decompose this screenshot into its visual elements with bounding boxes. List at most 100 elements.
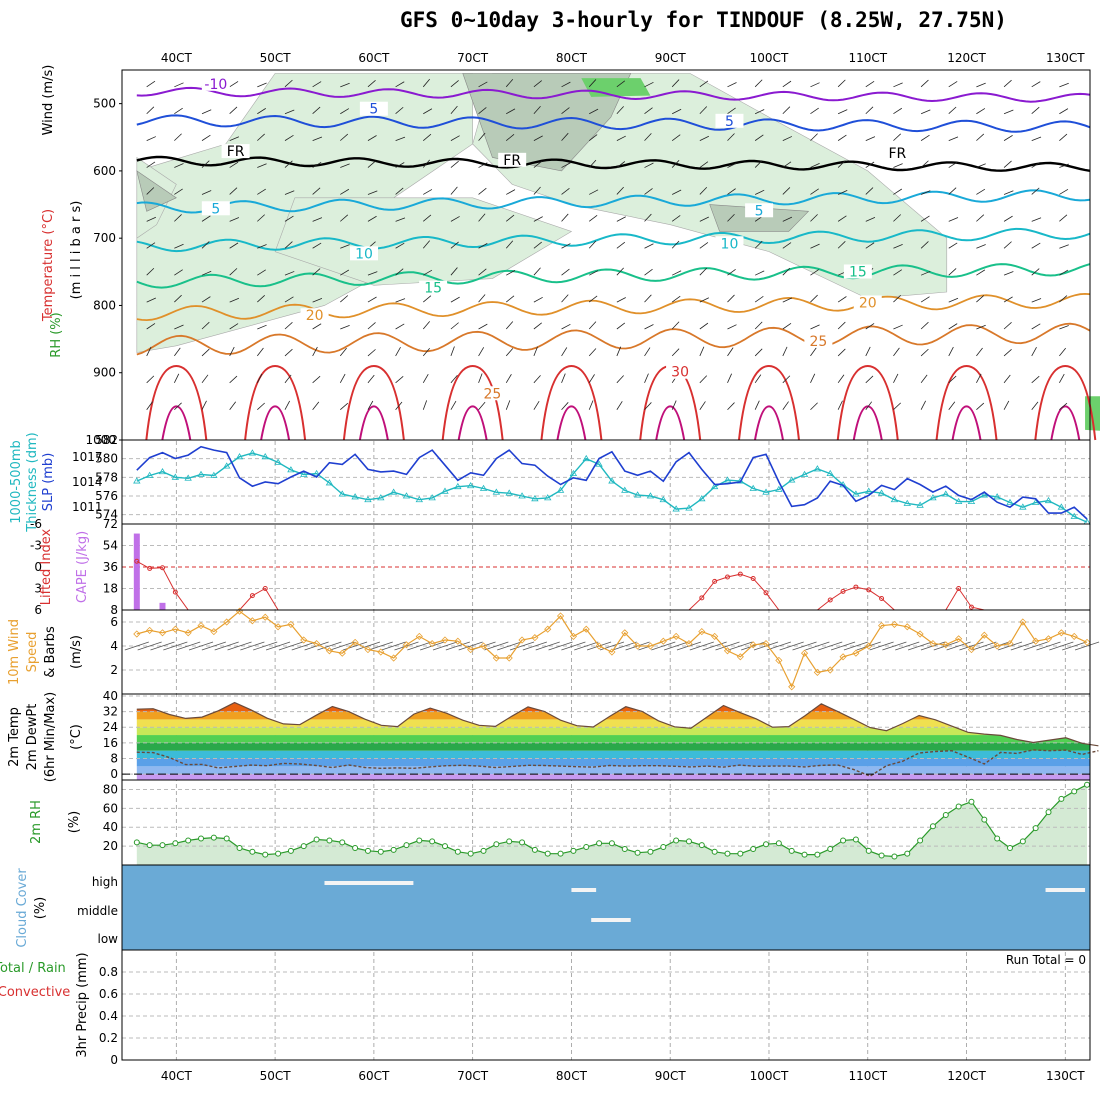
- thickness-point: [389, 488, 398, 495]
- isotherm-hot: [852, 405, 883, 441]
- thickness-point: [762, 488, 770, 495]
- rh-point: [364, 847, 371, 854]
- rh-point: [454, 848, 461, 855]
- wind-barb: [672, 270, 682, 276]
- wind-barb: [176, 641, 201, 651]
- wind-barb: [644, 213, 652, 222]
- wind-speed-point: [800, 649, 809, 657]
- contour-label-bg: [853, 295, 882, 310]
- thickness-point: [633, 491, 642, 498]
- wind-barb: [284, 109, 295, 115]
- time-tick-bottom: 60CT: [358, 1069, 390, 1083]
- contour-label: 15: [849, 265, 867, 281]
- panel-frame-precip: [121, 949, 1091, 1061]
- temp-tick: 8: [110, 752, 118, 766]
- wind-barb: [893, 243, 903, 249]
- thickness-point: [222, 462, 231, 469]
- rh-point: [685, 838, 692, 845]
- wind-barb: [146, 297, 156, 303]
- wind-barb: [699, 80, 709, 88]
- wind-barb: [1003, 190, 1014, 195]
- wind-barb: [612, 641, 637, 651]
- wind-barb: [920, 321, 929, 330]
- wind-barb: [616, 161, 626, 168]
- rh-point: [1058, 795, 1065, 802]
- wind-barb: [423, 189, 433, 195]
- wind-barb: [616, 297, 626, 303]
- wind-speed-point: [839, 653, 847, 661]
- wind-speed-point: [634, 642, 642, 650]
- wind-barb: [1059, 269, 1069, 276]
- rh-point: [1071, 788, 1078, 795]
- wind-barb: [450, 267, 458, 276]
- thickness-tick: 578: [95, 470, 118, 484]
- isotherm: [136, 263, 1091, 289]
- wind-barb: [146, 161, 156, 168]
- wind-barb: [976, 373, 982, 384]
- thickness-point: [993, 493, 1001, 500]
- thickness-point: [890, 495, 899, 503]
- contour-label: 30: [671, 365, 689, 381]
- isotherm-hot: [358, 405, 389, 441]
- wind-barb: [291, 641, 316, 651]
- wind-speed-line: [136, 610, 1088, 689]
- upper-ylabel: RH (%): [49, 312, 64, 357]
- wind-barb: [810, 214, 818, 222]
- wind-barb: [920, 374, 928, 384]
- wind-barb: [616, 135, 626, 141]
- rh-point: [827, 845, 834, 852]
- wind-barb: [1059, 82, 1069, 88]
- rh-point: [146, 842, 153, 849]
- wind-barb: [312, 375, 321, 384]
- wind-barb: [509, 641, 535, 651]
- temp-band: [136, 711, 1090, 720]
- thickness-point: [787, 476, 796, 483]
- rh-tick: 60: [103, 801, 118, 815]
- rh-point: [763, 841, 770, 848]
- wind-barb: [458, 641, 483, 651]
- wind-speed-point: [646, 642, 655, 650]
- wind-barb: [699, 346, 705, 357]
- wind-speed-point: [967, 646, 976, 654]
- wind-speed-point: [813, 668, 821, 676]
- wind-tick: 2: [110, 663, 118, 677]
- wind-speed-point: [505, 654, 513, 662]
- wind-barb: [312, 217, 323, 222]
- temp-ylabel-1: 2m Temp: [7, 707, 22, 767]
- wind-barb: [920, 190, 931, 195]
- thickness-point: [595, 460, 603, 467]
- rh-tick: 20: [103, 839, 118, 853]
- wind-barb: [146, 106, 155, 115]
- wind-barb: [339, 347, 347, 357]
- wind-barb: [727, 402, 735, 411]
- wind-barb: [893, 347, 900, 357]
- wind-barb: [976, 82, 986, 88]
- wind-barb: [201, 190, 212, 195]
- wind-barb: [174, 243, 184, 249]
- wind-barb: [865, 161, 875, 168]
- thickness-point: [364, 495, 372, 503]
- temp-band: [136, 750, 1090, 759]
- slp-tick: 1011: [72, 500, 103, 514]
- wind-barb: [174, 294, 182, 303]
- wind-barb: [671, 134, 681, 141]
- wind-barb: [355, 641, 381, 651]
- rh-point: [544, 850, 551, 857]
- wind-speed-point: [1019, 618, 1027, 626]
- slp-line: [136, 445, 1088, 520]
- contour-label-bg: [359, 101, 388, 116]
- li-point: [879, 596, 885, 602]
- wind-barb: [644, 133, 652, 141]
- wind-barb: [422, 347, 430, 357]
- time-tick-top: 100CT: [750, 51, 789, 65]
- wind-barb: [284, 215, 294, 222]
- thickness-point: [672, 505, 680, 512]
- wind-barb: [699, 375, 708, 384]
- wind-barb: [395, 323, 405, 330]
- wind-barb: [893, 373, 899, 383]
- wind-barb: [1031, 162, 1041, 168]
- wind-barb: [561, 243, 571, 249]
- wind-barb: [1031, 187, 1040, 195]
- wind-barb: [893, 82, 903, 88]
- wind-speed-point: [659, 637, 667, 645]
